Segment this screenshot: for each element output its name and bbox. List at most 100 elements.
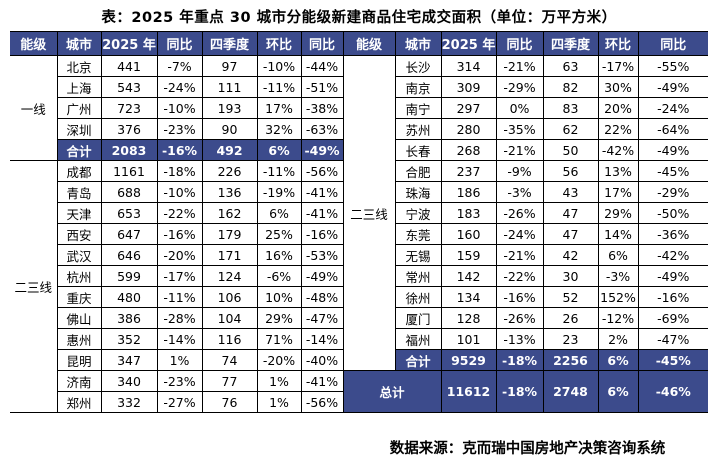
value-cell: 63 [542,55,599,77]
value-cell: 83 [542,97,599,119]
col-header: 同比 [300,31,344,56]
value-cell: 647 [100,223,158,245]
city-cell: 杭州 [56,265,102,287]
total-value-cell: -49% [300,139,344,161]
value-cell: 17% [597,181,639,203]
col-header: 同比 [495,31,544,56]
value-cell: 106 [201,286,258,308]
city-cell: 重庆 [56,286,102,308]
value-cell: 76 [201,391,258,413]
value-cell: -14% [156,328,203,350]
value-cell: -42% [637,244,708,266]
city-cell: 无锡 [394,244,442,266]
value-cell: -16% [495,286,544,308]
value-cell: 297 [440,97,497,119]
value-cell: -49% [300,265,344,287]
city-cell: 青岛 [56,181,102,203]
value-cell: -29% [637,181,708,203]
value-cell: -11% [156,286,203,308]
city-cell: 合肥 [394,160,442,182]
value-cell: 340 [100,370,158,392]
value-cell: 32% [256,118,302,140]
value-cell: 104 [201,307,258,329]
city-cell: 常州 [394,265,442,287]
value-cell: -10% [156,97,203,119]
city-cell: 深圳 [56,118,102,140]
value-cell: -55% [637,55,708,77]
value-cell: -11% [256,76,302,98]
value-cell: 30 [542,265,599,287]
city-cell: 苏州 [394,118,442,140]
grand-total-value-cell: 11612 [440,370,497,413]
value-cell: 543 [100,76,158,98]
table-row: 青岛 688 -10% 136 -19% -41% 珠海 186 -3% 43 17% -29% [10,181,708,203]
value-cell: 268 [440,139,497,161]
value-cell: -26% [495,307,544,329]
value-cell: -21% [495,244,544,266]
value-cell: -41% [300,370,344,392]
value-cell: 480 [100,286,158,308]
value-cell: 162 [201,202,258,224]
value-cell: 646 [100,244,158,266]
value-cell: -20% [256,349,302,371]
value-cell: -16% [300,223,344,245]
value-cell: -13% [495,328,544,350]
total-value-cell: 2256 [542,349,599,371]
value-cell: -24% [156,76,203,98]
value-cell: -11% [256,160,302,182]
value-cell: 42 [542,244,599,266]
value-cell: 29% [597,202,639,224]
value-cell: -12% [597,307,639,329]
value-cell: 0% [495,97,544,119]
value-cell: 142 [440,265,497,287]
tier-cell: 二三线 [10,160,58,413]
city-cell: 北京 [56,55,102,77]
value-cell: -16% [156,223,203,245]
value-cell: 332 [100,391,158,413]
value-cell: 124 [201,265,258,287]
value-cell: 186 [440,181,497,203]
total-value-cell: 2083 [100,139,158,161]
value-cell: 97 [201,55,258,77]
city-cell: 南京 [394,76,442,98]
value-cell: -56% [300,160,344,182]
col-header: 城市 [394,31,442,56]
value-cell: 386 [100,307,158,329]
value-cell: -42% [597,139,639,161]
value-cell: -29% [495,76,544,98]
value-cell: -23% [156,370,203,392]
total-value-cell: -45% [637,349,708,371]
value-cell: -49% [637,76,708,98]
value-cell: 1% [156,349,203,371]
value-cell: 160 [440,223,497,245]
value-cell: 14% [597,223,639,245]
value-cell: -9% [495,160,544,182]
value-cell: -63% [300,118,344,140]
col-header: 能级 [342,31,396,56]
value-cell: -40% [300,349,344,371]
city-cell: 厦门 [394,307,442,329]
value-cell: -24% [637,97,708,119]
col-header: 同比 [637,31,708,56]
value-cell: 17% [256,97,302,119]
value-cell: 183 [440,202,497,224]
city-cell: 成都 [56,160,102,182]
value-cell: -47% [637,328,708,350]
value-cell: -21% [495,139,544,161]
col-header: 2025 年 [440,31,497,56]
value-cell: 128 [440,307,497,329]
value-cell: 159 [440,244,497,266]
value-cell: -36% [637,223,708,245]
value-cell: 71% [256,328,302,350]
col-header: 2025 年 [100,31,158,56]
city-cell: 惠州 [56,328,102,350]
value-cell: -51% [300,76,344,98]
value-cell: 441 [100,55,158,77]
city-cell: 西安 [56,223,102,245]
value-cell: -27% [156,391,203,413]
value-cell: 13% [597,160,639,182]
value-cell: 30% [597,76,639,98]
value-cell: -6% [256,265,302,287]
value-cell: -49% [637,139,708,161]
table-row: 重庆 480 -11% 106 10% -48% 徐州 134 -16% 52 152% -16% [10,286,708,308]
